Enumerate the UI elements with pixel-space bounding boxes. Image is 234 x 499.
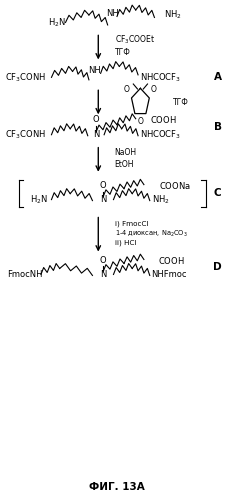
Text: C: C: [214, 188, 221, 198]
Text: ФИГ. 13А: ФИГ. 13А: [89, 482, 145, 492]
Text: $\mathsf{CF_3COOEt}$: $\mathsf{CF_3COOEt}$: [115, 33, 155, 46]
Text: O: O: [93, 115, 99, 124]
Text: O: O: [100, 181, 106, 190]
Text: N: N: [100, 195, 106, 204]
Text: $\mathsf{NH_2}$: $\mathsf{NH_2}$: [152, 193, 170, 206]
Text: FmocNH: FmocNH: [7, 270, 43, 279]
Text: O: O: [137, 117, 143, 126]
Text: $\mathsf{H_2N}$: $\mathsf{H_2N}$: [30, 193, 48, 206]
Text: $\mathsf{COOH}$: $\mathsf{COOH}$: [150, 114, 176, 125]
Text: $\mathsf{NHCOCF_3}$: $\mathsf{NHCOCF_3}$: [140, 71, 181, 84]
Text: $\mathsf{NHCOCF_3}$: $\mathsf{NHCOCF_3}$: [140, 128, 181, 141]
Text: NHFmoc: NHFmoc: [151, 270, 186, 279]
Text: 1-4 диоксан, $\mathsf{Na_2CO_3}$: 1-4 диоксан, $\mathsf{Na_2CO_3}$: [115, 229, 187, 239]
Text: B: B: [214, 122, 222, 132]
Text: O: O: [100, 256, 106, 265]
Text: N: N: [93, 130, 99, 139]
Text: A: A: [214, 72, 222, 82]
Text: ii) HCl: ii) HCl: [115, 240, 136, 247]
Text: ТГФ: ТГФ: [173, 98, 189, 107]
Text: $\mathsf{CF_3CONH}$: $\mathsf{CF_3CONH}$: [5, 71, 45, 84]
Text: $\mathsf{CF_3CONH}$: $\mathsf{CF_3CONH}$: [5, 128, 45, 141]
Text: NaOH: NaOH: [115, 148, 137, 157]
Text: D: D: [213, 262, 222, 272]
Text: NH: NH: [106, 9, 119, 18]
Text: $\mathsf{COONa}$: $\mathsf{COONa}$: [159, 180, 191, 191]
Text: ТГФ: ТГФ: [115, 48, 131, 57]
Text: EtOH: EtOH: [115, 160, 134, 169]
Text: $\mathsf{NH_2}$: $\mathsf{NH_2}$: [164, 8, 182, 21]
Text: NH: NH: [88, 66, 101, 75]
Text: O: O: [151, 85, 157, 94]
Text: i) FmocCl: i) FmocCl: [115, 220, 148, 227]
Text: N: N: [100, 270, 106, 279]
Text: $\mathsf{H_2N}$: $\mathsf{H_2N}$: [48, 16, 66, 29]
Text: O: O: [124, 85, 130, 94]
Text: $\mathsf{COOH}$: $\mathsf{COOH}$: [158, 255, 184, 266]
